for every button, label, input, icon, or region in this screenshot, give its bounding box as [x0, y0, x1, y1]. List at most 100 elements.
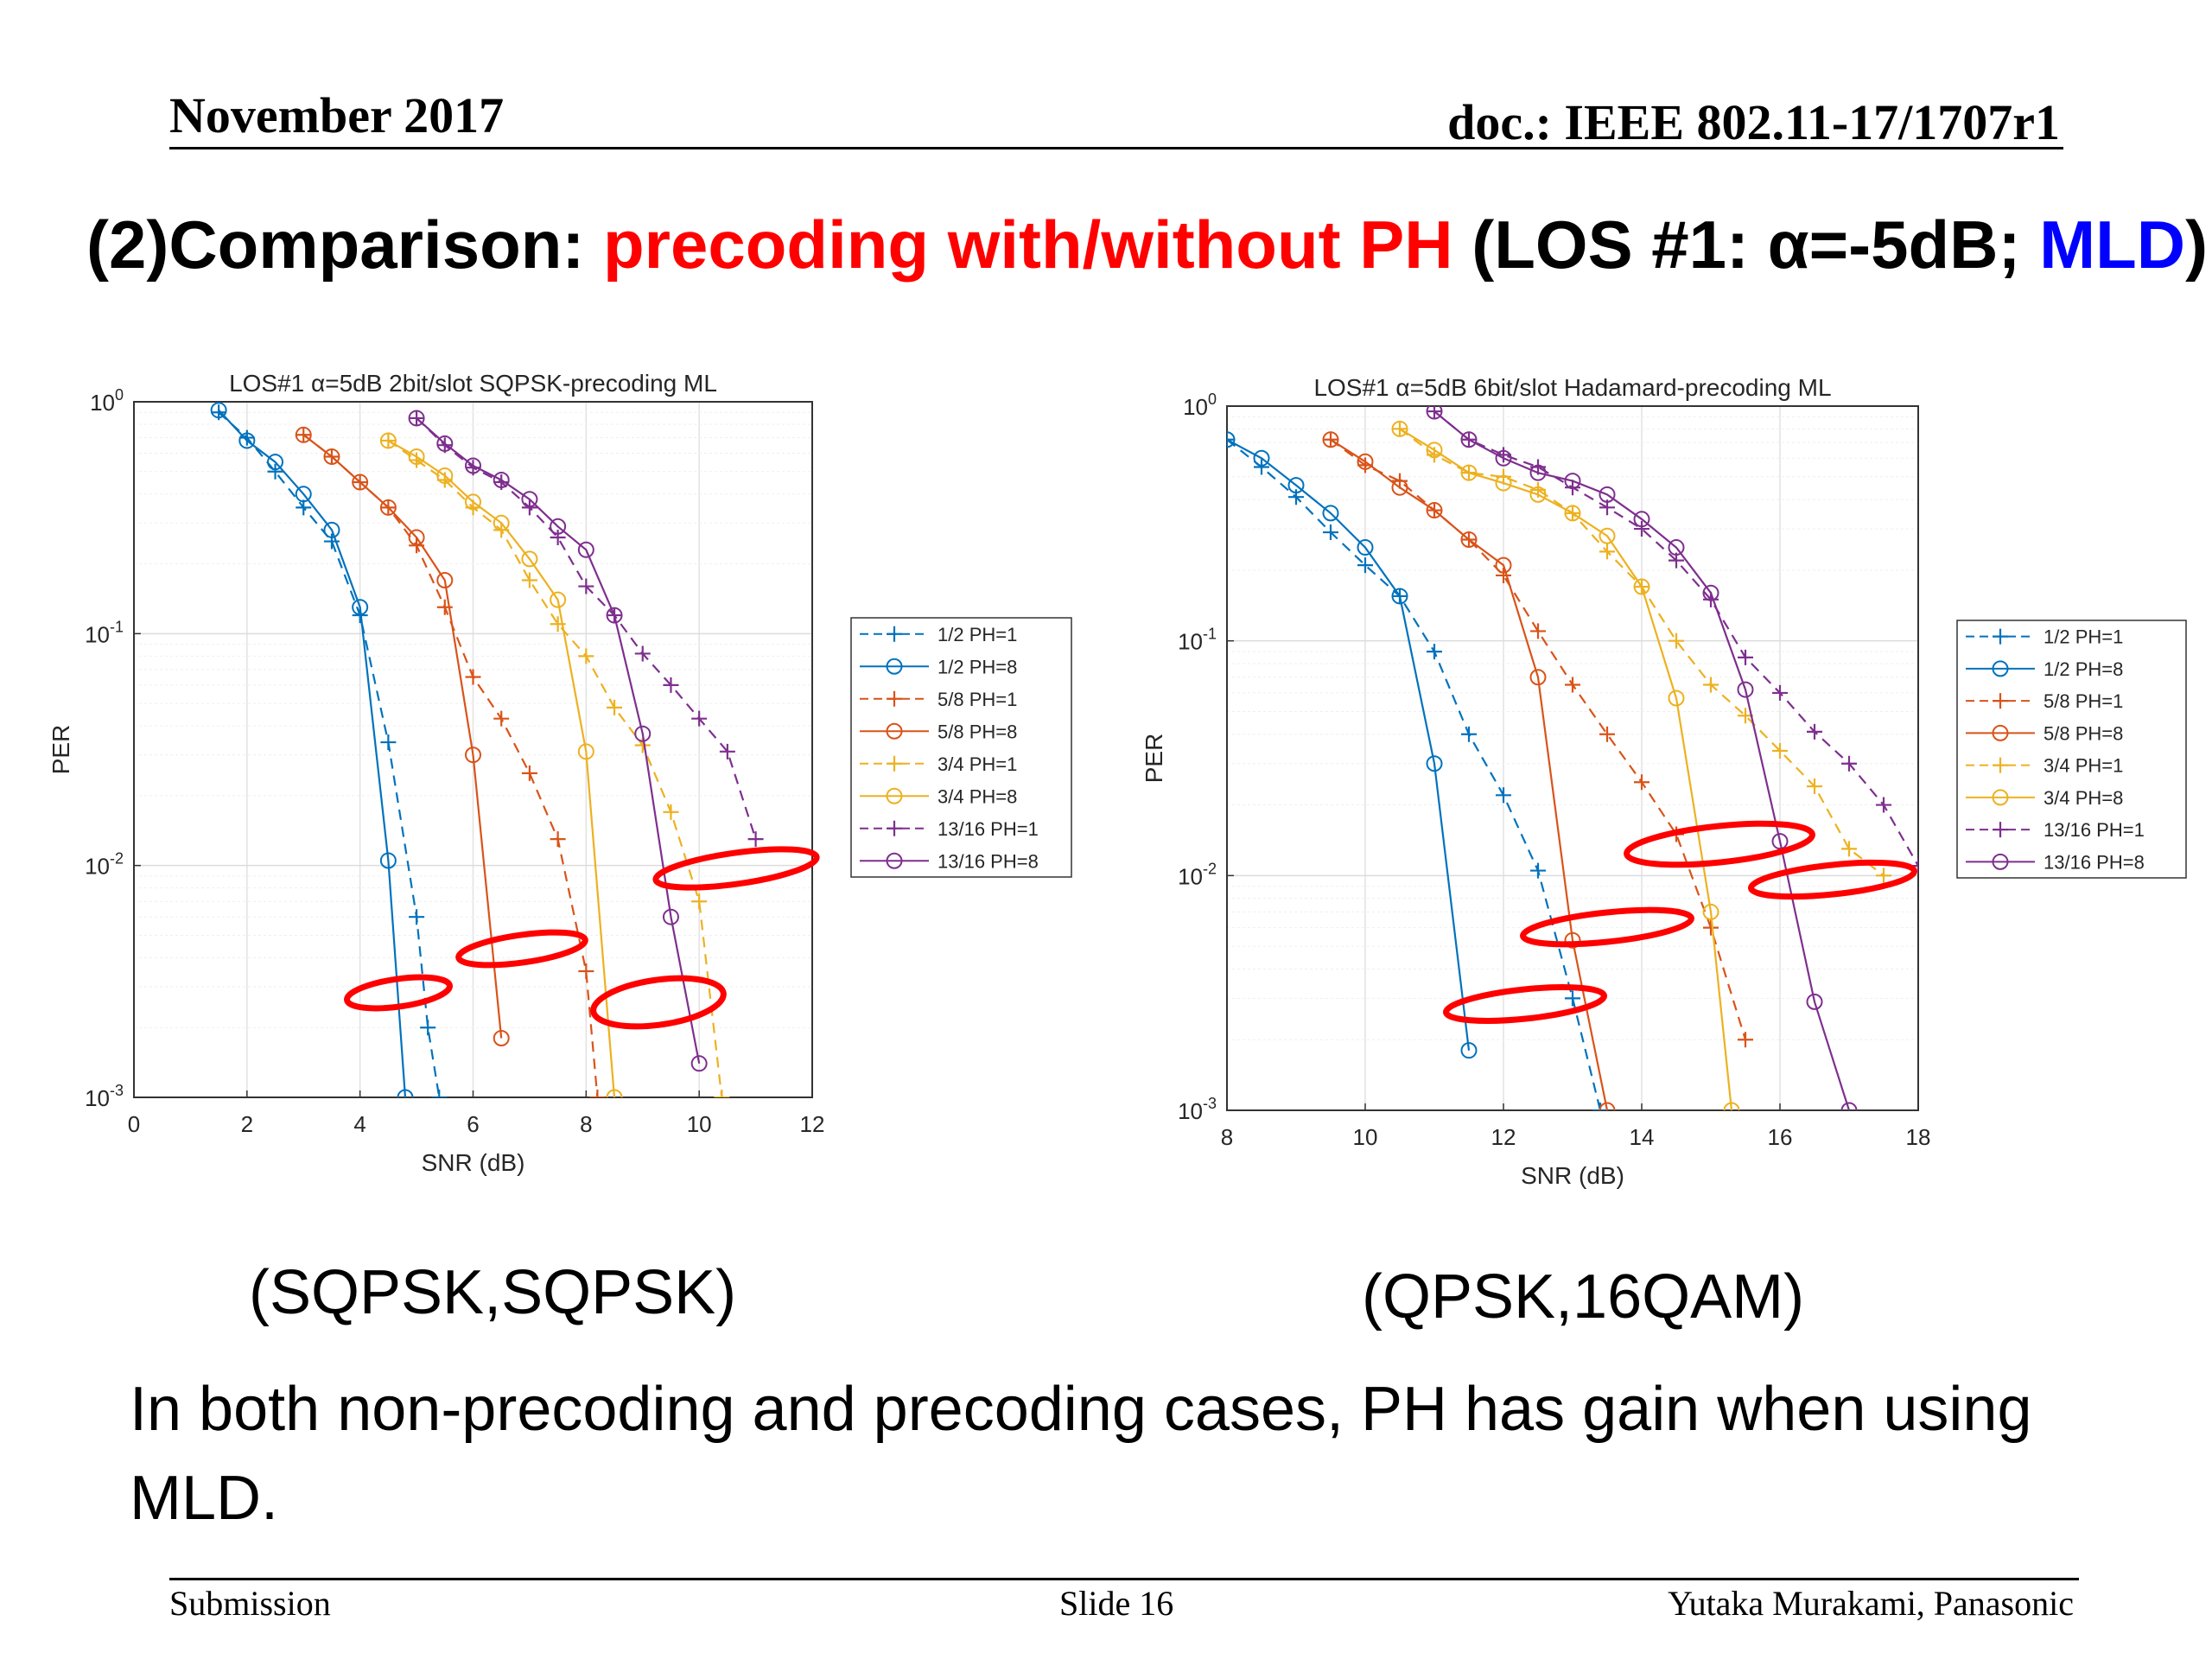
x-tick-label: 12 — [800, 1111, 825, 1137]
data-point — [1737, 681, 1754, 698]
data-point — [578, 963, 594, 980]
data-point — [323, 521, 340, 538]
data-point — [589, 1090, 606, 1097]
data-point — [1633, 578, 1650, 595]
data-point — [521, 765, 537, 781]
data-point — [691, 710, 708, 727]
data-point — [1564, 931, 1581, 949]
grid — [133, 402, 813, 1098]
legend-marker — [1992, 724, 2009, 741]
footer-submission: Submission — [169, 1584, 331, 1623]
series — [210, 402, 414, 1097]
data-point — [380, 734, 397, 751]
series — [1227, 431, 1608, 1110]
series — [211, 404, 448, 1097]
y-axis-label: PER — [48, 725, 74, 775]
highlight-ellipse — [1442, 984, 1608, 1024]
legend-marker — [1993, 757, 2008, 773]
slide-title: (2)Comparison: precoding with/without PH… — [86, 206, 2208, 284]
data-point — [465, 747, 481, 764]
data-point — [267, 463, 283, 480]
x-tick-label: 8 — [580, 1111, 592, 1137]
y-axis-label: PER — [1141, 734, 1167, 784]
data-point — [1357, 539, 1374, 556]
data-point — [1461, 726, 1477, 742]
data-point — [1599, 1102, 1616, 1110]
highlight-ellipse — [1624, 820, 1815, 868]
x-axis-label: SNR (dB) — [422, 1149, 525, 1176]
data-point — [1840, 1102, 1858, 1110]
header-doc-id: doc.: IEEE 802.11-17/1707r1 — [1447, 94, 2060, 150]
chart-hadamard-precoding: 8 10 12 14 16 18 100 10-1 10-2 10-3 LOS#1 α=5dB 6b… — [1141, 374, 2187, 1189]
chart-title: LOS#1 α=5dB 6bit/slot Hadamard-precoding… — [1313, 374, 1831, 401]
series-line — [302, 434, 503, 1039]
data-point — [1529, 669, 1547, 686]
data-point — [379, 432, 397, 449]
data-point — [420, 1020, 436, 1036]
data-point — [521, 499, 537, 516]
x-tick-label: 2 — [241, 1111, 253, 1137]
data-point — [550, 591, 567, 608]
data-point — [1323, 524, 1338, 541]
data-point — [352, 474, 369, 491]
data-point — [1427, 644, 1442, 660]
data-point — [436, 435, 454, 452]
data-point — [1703, 677, 1719, 693]
data-point — [1460, 531, 1478, 548]
legend-label: 5/8 PH=8 — [2044, 722, 2123, 744]
series-line — [387, 439, 616, 1097]
x-axis-label: SNR (dB) — [1521, 1162, 1624, 1189]
data-point — [521, 572, 537, 588]
series-line — [1227, 438, 1602, 1110]
x-tick-label: 18 — [1906, 1124, 1931, 1150]
legend-label: 3/4 PH=1 — [2044, 755, 2123, 777]
data-point — [1876, 868, 1891, 884]
data-point — [1529, 486, 1547, 503]
data-point — [1287, 477, 1305, 494]
series — [408, 410, 708, 1072]
data-point — [436, 571, 454, 588]
data-point — [1599, 726, 1615, 742]
data-point — [634, 645, 651, 662]
legend-label: 13/16 PH=8 — [2044, 851, 2145, 873]
caption-left: (SQPSK,SQPSK) — [249, 1258, 737, 1327]
data-point — [1806, 993, 1823, 1010]
highlight-ellipse — [455, 929, 588, 969]
legend-marker — [1993, 628, 2008, 645]
data-point — [1772, 684, 1788, 701]
legend-label: 5/8 PH=8 — [938, 721, 1017, 742]
data-point — [408, 448, 425, 465]
series — [1426, 406, 1858, 1110]
legend-marker — [1993, 693, 2008, 709]
legend-marker — [1992, 853, 2009, 870]
legend: 1/2 PH=1 1/2 PH=8 5/8 PH=1 5/8 PH=8 3/4 PH=1… — [1956, 620, 2187, 879]
data-point — [1634, 774, 1649, 791]
data-point — [550, 518, 567, 535]
data-point — [379, 852, 397, 869]
data-point — [1599, 543, 1615, 560]
series — [1227, 431, 1478, 1059]
data-point — [465, 493, 481, 511]
data-point — [690, 1055, 708, 1072]
data-point — [719, 743, 735, 760]
header-date: November 2017 — [169, 87, 505, 143]
data-point — [210, 402, 227, 419]
data-point — [1391, 420, 1408, 437]
legend-marker — [887, 820, 902, 836]
data-point — [238, 432, 256, 449]
data-point — [747, 831, 764, 848]
chart-sqpsk-precoding: 0 2 4 6 8 10 12 100 10-1 10-2 10-3 LOS#1 α=5dB 2bit… — [48, 370, 1072, 1176]
data-point — [577, 743, 594, 760]
data-point — [1599, 527, 1616, 544]
data-point — [1426, 502, 1443, 519]
title-mld: MLD — [2039, 207, 2186, 283]
data-point — [1495, 474, 1512, 492]
data-point — [493, 471, 510, 488]
data-point — [550, 831, 566, 848]
title-highlight: precoding with/without PH — [603, 207, 1453, 283]
y-tick-label: 10-3 — [85, 1082, 124, 1111]
data-point — [431, 1090, 448, 1097]
data-point — [1565, 990, 1580, 1007]
data-point — [607, 699, 623, 715]
legend-marker — [886, 658, 903, 675]
